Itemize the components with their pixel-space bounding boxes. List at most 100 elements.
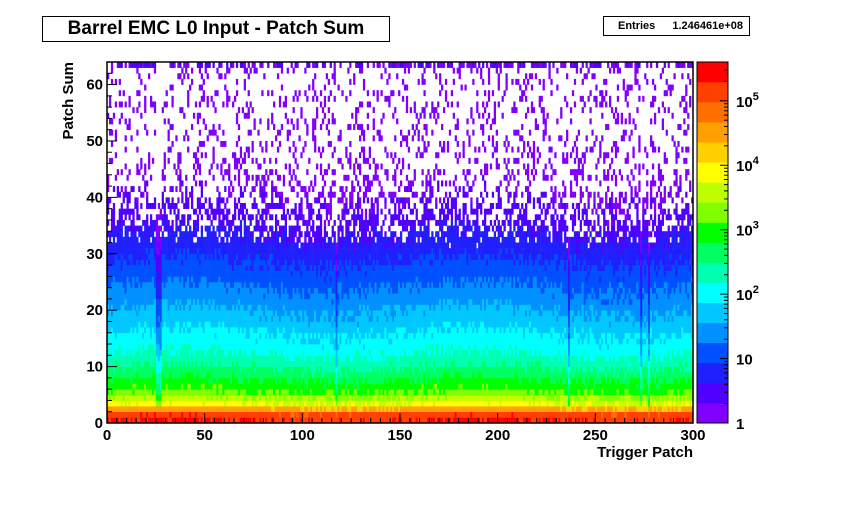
heatmap-cell [601,417,604,424]
heatmap-cell [454,377,457,384]
heatmap-cell [224,411,227,418]
heatmap-cell [235,327,239,334]
heatmap-cell [392,389,395,396]
heatmap-cell [673,355,676,362]
heatmap-cell [661,372,664,379]
heatmap-cell [212,417,215,424]
heatmap-cell [614,383,618,390]
heatmap-cell [235,355,239,362]
heatmap-cell [378,349,381,356]
heatmap-cell [196,389,200,396]
heatmap-cell [132,383,135,390]
heatmap-cell [651,372,655,379]
heatmap-cell [609,417,612,424]
heatmap-cell [648,377,651,384]
heatmap-cell [437,406,440,413]
heatmap-cell [552,332,555,339]
heatmap-cell [442,417,446,424]
heatmap-cell [116,417,120,424]
heatmap-cell [230,417,233,424]
heatmap-cell [148,338,151,345]
heatmap-cell [319,344,323,350]
heatmap-cell [599,344,602,350]
heatmap-cell [386,417,389,424]
heatmap-cell [233,394,237,401]
heatmap-cell [372,389,375,396]
heatmap-cell [483,372,487,379]
heatmap-cell [214,349,217,356]
heatmap-cell [345,372,348,379]
heatmap-cell [116,327,120,334]
heatmap-cell [495,355,498,362]
heatmap-cell [149,355,153,362]
heatmap-cell [130,338,133,345]
heatmap-cell [325,389,329,396]
heatmap-cell [651,344,655,350]
heatmap-cell [435,400,438,407]
heatmap-cell [632,394,635,401]
heatmap-cell [149,349,153,356]
heatmap-cell [241,327,245,334]
heatmap-cell [376,349,379,356]
heatmap-cell [343,411,346,418]
heatmap-cell [386,344,389,350]
heatmap-cell [292,383,295,390]
heatmap-cell [304,344,307,350]
heatmap-cell [138,400,141,407]
heatmap-cell [128,344,131,350]
heatmap-cell [482,349,485,356]
heatmap-cell [394,360,397,367]
heatmap-cell [460,389,463,396]
heatmap-cell [634,338,637,345]
heatmap-cell [546,411,549,418]
heatmap-cell [294,355,297,362]
heatmap-cell [425,411,428,418]
heatmap-cell [304,366,307,373]
heatmap-cell [273,344,276,350]
heatmap-cell [157,344,161,350]
heatmap-cell [505,344,508,350]
heatmap-cell [284,377,287,384]
heatmap-cell [187,394,190,401]
heatmap-cell [140,344,143,350]
heatmap-cell [323,349,327,356]
heatmap-cell [439,400,442,407]
heatmap-cell [487,338,491,345]
heatmap-cell [542,344,545,350]
heatmap-cell [232,372,235,379]
heatmap-cell [419,332,422,339]
heatmap-cell [622,366,625,373]
heatmap-cell [192,389,196,396]
heatmap-cell [483,366,487,373]
heatmap-cell [253,400,256,407]
heatmap-cell [339,355,342,362]
heatmap-cell [325,394,329,401]
heatmap-cell [456,349,459,356]
heatmap-cell [417,372,420,379]
heatmap-cell [675,400,678,407]
heatmap-cell [325,406,329,413]
heatmap-cell [513,411,516,418]
heatmap-cell [685,338,688,345]
heatmap-cell [226,360,229,367]
heatmap-cell [620,406,623,413]
heatmap-cell [114,383,118,390]
heatmap-cell [636,372,639,379]
heatmap-cell [665,366,668,373]
heatmap-cell [218,377,221,384]
heatmap-cell [319,389,323,396]
heatmap-cell [386,327,389,334]
heatmap-cell [282,360,286,367]
heatmap-cell [179,338,182,345]
heatmap-cell [282,349,286,356]
heatmap-cell [128,383,131,390]
heatmap-cell [501,383,504,390]
heatmap-cell [235,383,239,390]
heatmap-cell [478,377,481,384]
heatmap-cell [636,389,639,396]
heatmap-cell [208,406,211,413]
heatmap-cell [175,360,178,367]
heatmap-cell [255,332,258,339]
heatmap-cell [351,377,354,384]
heatmap-cell [269,355,272,362]
